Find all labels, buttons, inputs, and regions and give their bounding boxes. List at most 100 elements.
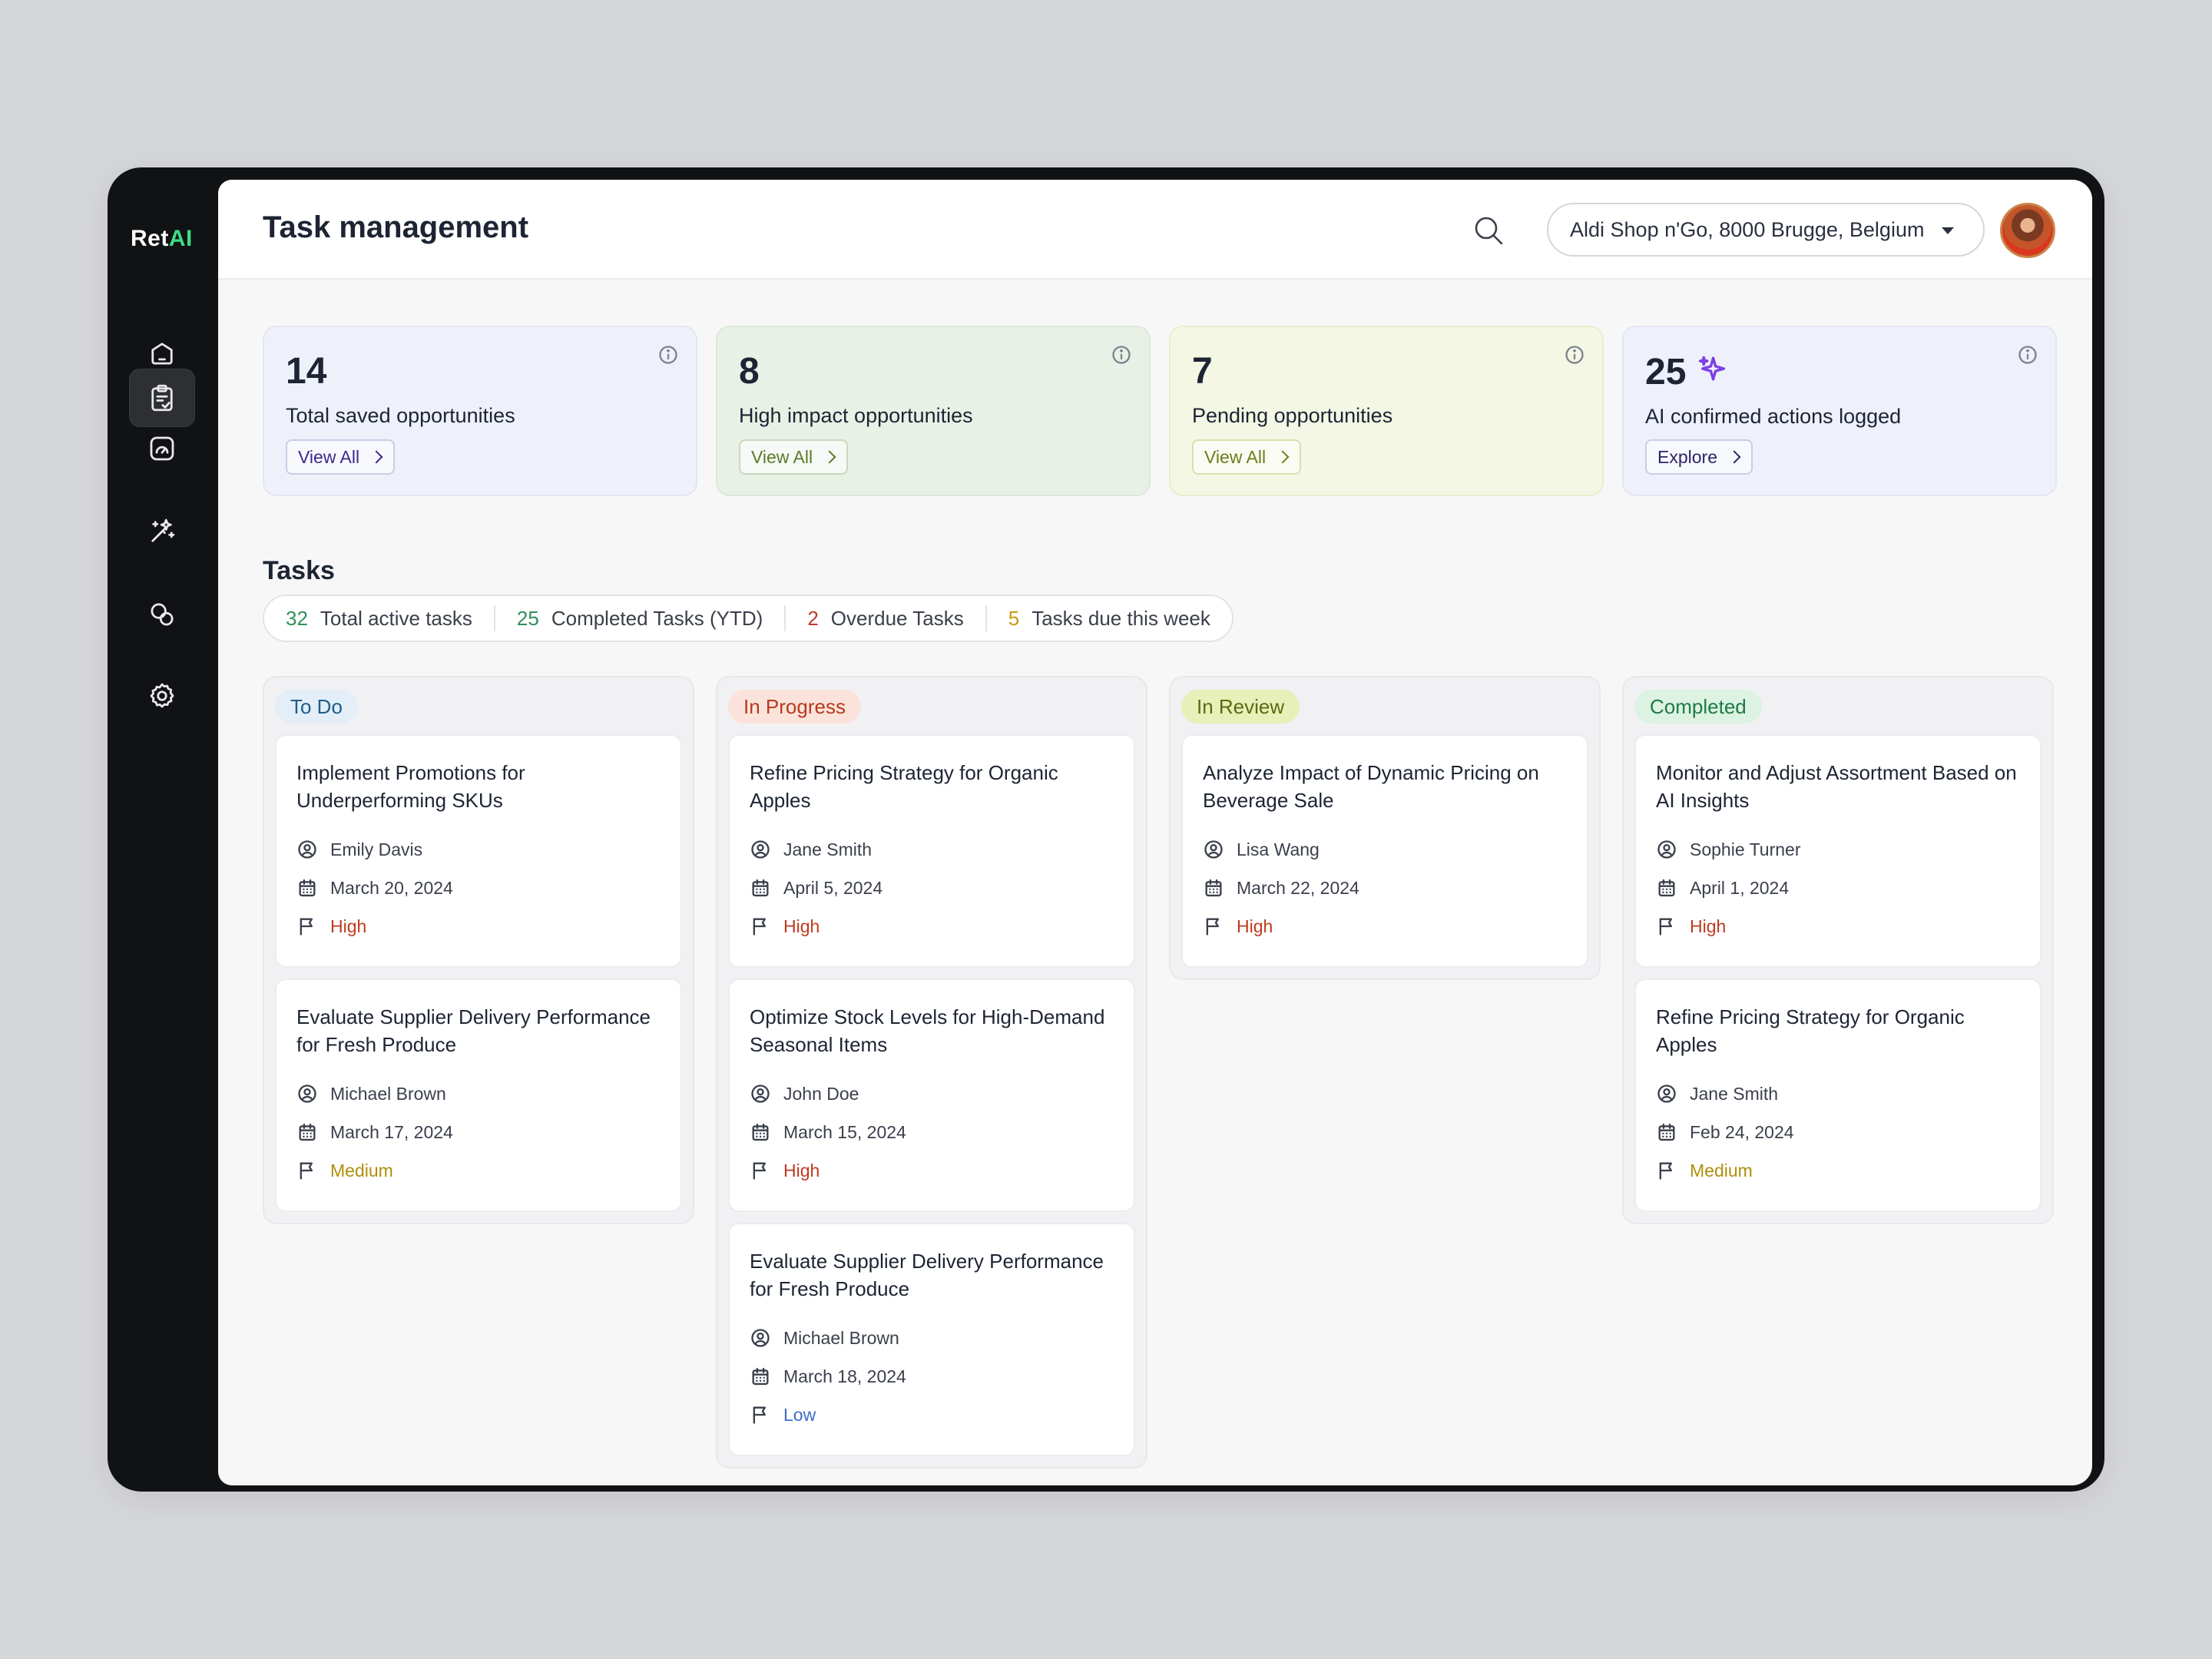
task-due-date: March 22, 2024 [1203,877,1359,899]
sidebar-item-settings[interactable] [129,667,195,725]
task-card[interactable]: Evaluate Supplier Delivery Performance f… [275,979,682,1212]
task-assignee: Jane Smith [750,839,872,860]
task-due-date: April 5, 2024 [750,877,882,899]
task-card[interactable]: Implement Promotions for Underperforming… [275,734,682,968]
priority-text: High [1237,916,1273,936]
info-button[interactable] [657,344,679,366]
sparkle-icon [1699,356,1726,381]
stat-action-button[interactable]: Explore [1645,439,1753,475]
calendar-icon [752,1123,769,1141]
search-icon [1475,217,1503,245]
info-icon [2018,346,2037,364]
summary-item: 2 Overdue Tasks [807,607,963,631]
flag-icon [300,1162,313,1180]
assignee-name: Jane Smith [783,839,873,859]
stat-action-button[interactable]: View All [739,439,849,475]
store-selector[interactable]: Aldi Shop n'Go, 8000 Brugge, Belgium [1547,203,1985,257]
info-button[interactable] [1564,344,1585,366]
task-card[interactable]: Optimize Stock Levels for High-Demand Se… [728,979,1135,1212]
priority-text: High [783,1160,820,1181]
flag-icon [300,918,313,935]
chevron-right-icon [1727,450,1741,464]
sidebar-item-shapes[interactable] [129,585,195,644]
user-icon [1657,840,1676,859]
task-assignee: Emily Davis [296,839,422,860]
stat-value-row: 7 [1192,353,1581,390]
chevron-right-icon [369,450,383,464]
stat-card: 25 AI confirmed actions logged Explore [1622,326,2057,496]
shapes-icon [151,603,174,626]
task-card[interactable]: Evaluate Supplier Delivery Performance f… [728,1223,1135,1456]
app-frame: RetAI Task management Aldi Shop n'Go, 80… [108,167,2104,1492]
stat-value-row: 25 [1645,353,2034,391]
flag-icon [1206,918,1219,935]
priority-text: Medium [1690,1160,1753,1181]
stat-card: 8 High impact opportunities View All [716,326,1151,496]
task-card[interactable]: Refine Pricing Strategy for Organic Appl… [1634,979,2041,1212]
stat-action-button[interactable]: View All [286,439,396,475]
sidebar-item-dashboard[interactable] [129,419,195,478]
gear-icon [150,683,174,708]
stat-value: 8 [739,351,760,392]
chevron-right-icon [1276,450,1290,464]
info-button[interactable] [1111,344,1132,366]
summary-divider [985,605,987,631]
flag-icon [1659,1162,1672,1180]
stat-action-label: View All [298,446,360,467]
task-assignee: Jane Smith [1656,1083,1778,1104]
assignee-name: Michael Brown [783,1327,899,1348]
stat-label: Pending opportunities [1192,404,1393,427]
info-icon [1565,346,1584,364]
stat-action-button[interactable]: View All [1192,439,1302,475]
flag-icon [753,1162,766,1180]
summary-item: 25 Completed Tasks (YTD) [517,607,763,631]
task-priority: High [750,1160,820,1181]
task-assignee: Lisa Wang [1203,839,1320,860]
priority-text: High [783,916,820,936]
due-date-text: March 18, 2024 [783,1366,906,1386]
stat-value-row: 8 [739,353,1128,390]
user-icon [751,840,770,859]
page-title: Task management [263,210,529,244]
task-assignee: Sophie Turner [1656,839,1800,860]
task-card[interactable]: Refine Pricing Strategy for Organic Appl… [728,734,1135,968]
due-date-text: March 17, 2024 [330,1121,453,1142]
avatar[interactable] [2000,203,2055,258]
task-due-date: Feb 24, 2024 [1656,1121,1794,1143]
sparkle-icon [1697,353,1727,391]
user-icon [751,1329,770,1347]
store-selector-value: Aldi Shop n'Go, 8000 Brugge, Belgium [1570,217,1925,241]
task-assignee: Michael Brown [296,1083,446,1104]
priority-text: High [330,916,367,936]
due-date-text: March 20, 2024 [330,877,453,898]
calendar-icon [1205,879,1222,897]
app-logo[interactable]: RetAI [131,226,193,252]
sidebar: RetAI [108,167,218,1492]
sidebar-item-home[interactable] [129,324,195,382]
stat-value: 7 [1192,351,1213,392]
summary-divider [784,605,786,631]
magic-wand-icon [151,518,175,542]
stat-card: 7 Pending opportunities View All [1169,326,1604,496]
task-card[interactable]: Monitor and Adjust Assortment Based on A… [1634,734,2041,968]
logo-text-accent: AI [168,226,193,251]
sidebar-item-ai[interactable] [129,502,195,561]
sidebar-item-tasks[interactable] [129,369,195,427]
priority-text: Low [783,1404,816,1425]
task-title: Analyze Impact of Dynamic Pricing on Bev… [1203,761,1539,812]
due-date-text: April 5, 2024 [783,877,883,898]
column-status-tag: In Review [1181,690,1300,724]
due-date-text: April 1, 2024 [1690,877,1790,898]
info-button[interactable] [2017,344,2038,366]
stat-value: 14 [286,351,327,392]
home-icon [151,343,173,365]
task-card[interactable]: Analyze Impact of Dynamic Pricing on Bev… [1181,734,1588,968]
calendar-icon [299,879,316,897]
user-icon [298,840,316,859]
search-button[interactable] [1470,212,1507,249]
task-priority: High [296,916,366,937]
task-title: Implement Promotions for Underperforming… [296,761,525,812]
summary-count: 5 [1008,606,1020,630]
kanban-column: In Review Analyze Impact of Dynamic Prici… [1169,676,1601,980]
kanban-column: In Progress Refine Pricing Strategy for O… [716,676,1147,1469]
